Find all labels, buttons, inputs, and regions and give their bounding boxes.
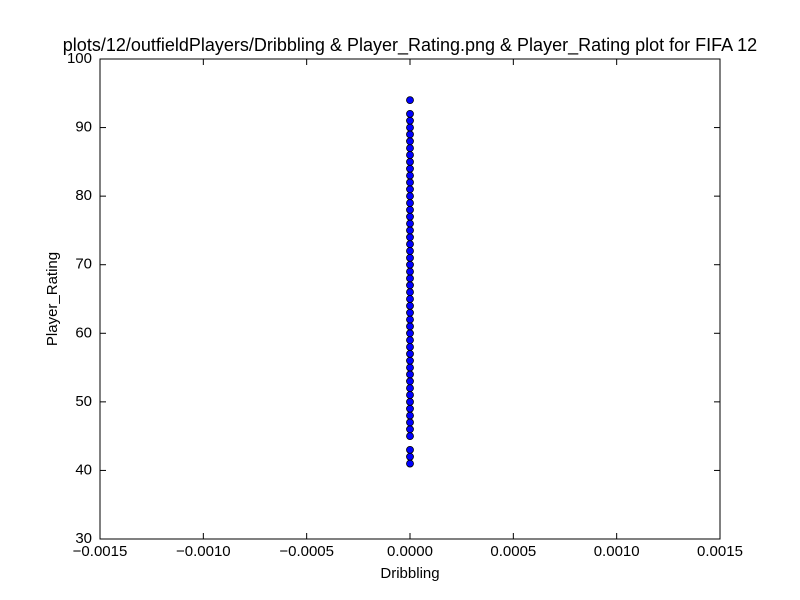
point	[406, 452, 414, 461]
point	[406, 459, 414, 468]
point	[406, 281, 414, 290]
point	[406, 240, 414, 249]
x-axis-label: Dribbling	[380, 565, 439, 582]
point	[406, 391, 414, 399]
y-tick-label: 70	[75, 256, 92, 273]
y-tick-label: 90	[75, 119, 92, 136]
point	[406, 116, 414, 125]
y-tick-label: 60	[75, 324, 92, 341]
plot-frame	[99, 58, 721, 540]
point	[406, 411, 414, 420]
y-tick-label: 80	[75, 187, 92, 204]
point	[406, 288, 414, 297]
point	[406, 144, 414, 153]
point	[406, 151, 414, 159]
point	[406, 315, 414, 324]
point	[406, 336, 414, 345]
point	[406, 343, 414, 351]
point	[406, 233, 414, 242]
y-tick-label: 40	[75, 461, 92, 478]
point	[406, 267, 414, 276]
point	[406, 212, 414, 221]
point	[406, 260, 414, 269]
point	[406, 226, 414, 235]
point	[406, 384, 414, 393]
point	[406, 329, 414, 338]
x-tick-label: −0.0015	[73, 543, 128, 560]
chart-title: plots/12/outfieldPlayers/Dribbling & Pla…	[63, 35, 757, 56]
y-tick-label: 30	[75, 530, 92, 547]
x-tick-label: −0.0005	[279, 543, 334, 560]
point	[406, 130, 414, 139]
x-tick-label: 0.0010	[594, 543, 640, 560]
point	[406, 425, 414, 434]
x-tick-label: 0.0005	[490, 543, 536, 560]
point	[406, 370, 414, 379]
point	[406, 164, 414, 173]
point	[406, 363, 414, 372]
point	[406, 349, 414, 358]
point	[406, 404, 414, 413]
point	[406, 295, 414, 303]
point	[406, 322, 414, 331]
point	[406, 377, 414, 386]
point	[406, 432, 414, 441]
point	[406, 96, 414, 105]
point	[406, 205, 414, 214]
point	[406, 192, 414, 201]
x-tick-label: −0.0010	[176, 543, 231, 560]
point	[406, 171, 414, 180]
point	[406, 219, 414, 228]
point	[406, 253, 414, 262]
point	[406, 137, 414, 146]
point	[406, 356, 414, 365]
point	[406, 301, 414, 310]
point	[406, 157, 414, 166]
y-axis-label: Player_Rating	[44, 252, 61, 346]
point	[406, 123, 414, 132]
point	[406, 247, 414, 255]
point	[406, 445, 414, 454]
point	[406, 178, 414, 187]
point	[406, 274, 414, 283]
point	[406, 109, 414, 118]
x-tick-label: 0.0000	[387, 543, 433, 560]
y-tick-label: 50	[75, 393, 92, 410]
point	[406, 397, 414, 406]
point	[406, 185, 414, 194]
point	[406, 308, 414, 317]
point	[406, 418, 414, 427]
point	[406, 199, 414, 207]
x-tick-label: 0.0015	[697, 543, 743, 560]
y-tick-label: 100	[67, 50, 92, 67]
